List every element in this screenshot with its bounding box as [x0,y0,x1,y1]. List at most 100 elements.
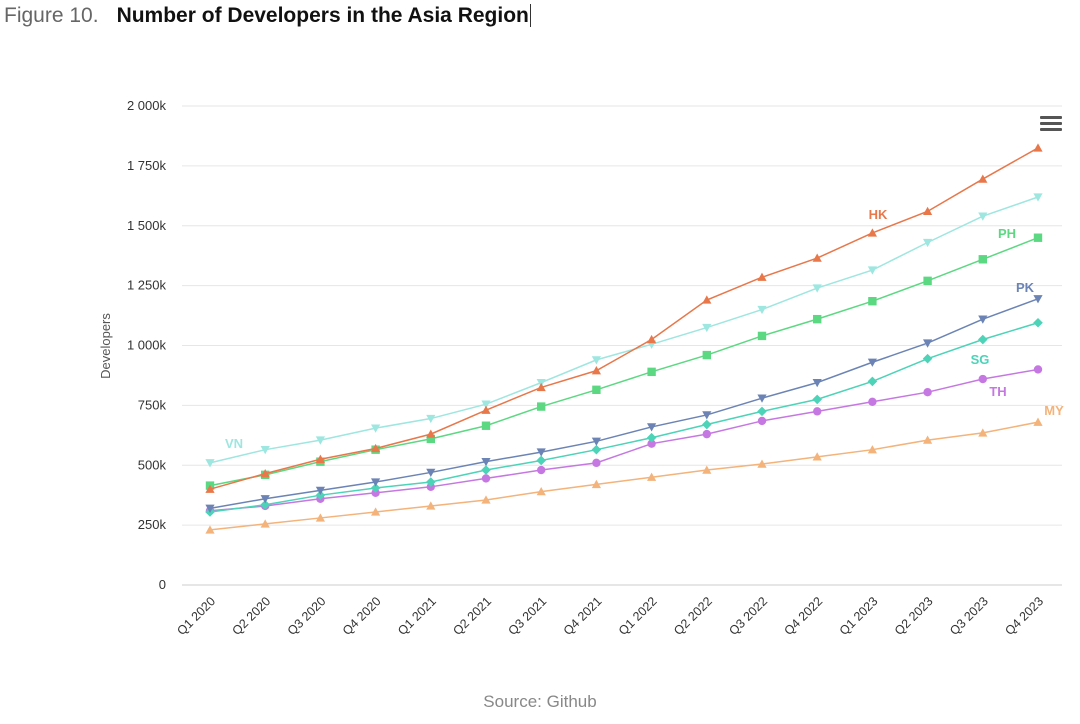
data-point-th [923,388,932,397]
data-point-hk [315,454,325,463]
data-point-pk [205,504,215,513]
series-label-vn: VN [225,436,243,451]
hamburger-menu-icon[interactable] [1040,116,1062,134]
data-point-my [260,519,270,528]
x-tick-label: Q3 2021 [506,594,550,638]
data-point-ph [813,314,822,324]
data-point-pk [536,448,546,457]
data-point-sg [260,499,270,510]
data-point-my [536,486,546,496]
data-point-ph [537,402,546,411]
data-point-th [537,465,546,475]
data-point-th [868,397,877,406]
data-point-th [481,474,491,483]
x-tick-label: Q4 2020 [340,594,384,638]
data-point-ph [592,385,601,395]
data-point-hk [978,174,988,183]
data-point-pk [867,358,877,367]
data-point-th [978,374,987,384]
x-tick-label: Q2 2021 [450,594,494,638]
chart-title: Number of Developers in the Asia Region [116,4,531,27]
data-point-hk [205,484,215,493]
data-point-ph [481,421,491,430]
data-point-sg [536,455,546,466]
series-label-hk: HK [869,207,888,222]
data-point-ph [702,350,711,360]
data-point-hk [481,405,491,414]
data-point-sg [922,353,933,364]
x-tick-label: Q1 2022 [616,594,660,638]
data-point-my [1033,417,1043,426]
data-point-ph [757,331,767,341]
x-tick-label: Q4 2023 [1002,594,1046,638]
data-point-hk [757,272,767,281]
figure-header: Figure 10. Number of Developers in the As… [4,4,531,28]
data-point-hk [426,429,436,438]
data-point-ph [868,296,877,306]
series-line-sg [209,322,1039,513]
data-point-ph [426,434,435,444]
data-point-sg [481,465,491,475]
data-point-vn [481,400,491,409]
data-point-pk [481,457,491,467]
data-point-vn [260,446,270,455]
data-point-pk [702,411,712,420]
data-point-ph [923,276,932,286]
data-point-sg [867,376,878,387]
data-point-sg [370,483,381,493]
data-point-hk [536,382,546,392]
data-point-vn [315,436,325,445]
y-tick-label: 1 000k [127,338,167,353]
x-tick-label: Q2 2023 [892,594,936,638]
y-tick-label: 0 [159,577,166,592]
data-point-vn [923,238,933,248]
data-point-sg [812,394,822,405]
data-point-my [812,452,822,461]
x-tick-label: Q4 2021 [561,594,605,638]
data-point-pk [371,478,381,487]
data-point-pk [978,315,988,324]
data-point-pk [923,339,933,348]
data-point-vn [1033,193,1043,202]
data-point-ph [1033,233,1043,242]
data-point-my [923,435,933,444]
y-tick-label: 1 750k [127,158,167,173]
data-point-my [315,513,325,522]
data-point-hk [702,295,712,304]
data-point-vn [978,212,988,221]
data-point-pk [591,437,601,446]
y-axis-label: Developers [98,313,113,379]
source-note: Source: Github [483,692,597,711]
series-line-hk [209,147,1039,490]
data-point-sg [315,490,326,500]
data-point-my [371,507,381,516]
data-point-my [647,472,657,481]
data-point-vn [205,459,215,468]
data-point-my [591,479,601,489]
data-point-my [205,525,215,534]
data-point-pk [315,486,325,495]
series-label-pk: PK [1016,280,1035,295]
x-tick-label: Q1 2021 [395,594,439,638]
data-point-my [702,465,712,474]
y-tick-label: 750k [138,397,167,412]
data-point-th [1033,365,1043,374]
data-point-hk [647,334,657,344]
x-tick-label: Q3 2020 [285,594,329,638]
data-point-vn [371,424,381,433]
data-point-my [481,495,491,504]
data-point-hk [1033,143,1043,152]
x-tick-label: Q4 2022 [782,594,826,638]
y-tick-label: 1 500k [127,218,167,233]
series-line-ph [209,237,1039,487]
x-tick-label: Q2 2022 [671,594,715,638]
data-point-hk [591,366,601,375]
data-point-vn [812,284,822,293]
data-point-th [702,429,711,439]
y-tick-label: 250k [138,517,167,532]
data-point-hk [867,228,877,237]
series-line-my [209,421,1039,531]
x-tick-label: Q3 2023 [947,594,991,638]
data-point-my [757,459,767,468]
